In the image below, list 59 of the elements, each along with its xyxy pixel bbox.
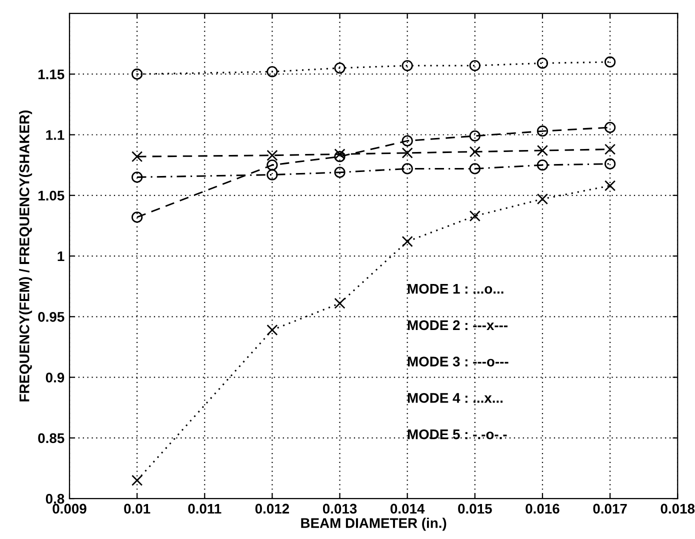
point: [334, 166, 346, 178]
point: [266, 150, 278, 161]
point: [402, 236, 413, 248]
point: [536, 58, 548, 69]
point: [469, 60, 480, 72]
annotation: MODE 3 : ---o---: [408, 356, 508, 366]
x-tick-label: 0.009: [52, 504, 86, 514]
point: [334, 62, 346, 74]
y-tick-label: 0.8: [46, 494, 64, 504]
point: [536, 126, 548, 137]
point: [469, 130, 480, 142]
x-tick-label: 0.017: [593, 504, 627, 514]
point: [132, 151, 143, 162]
point: [266, 169, 278, 180]
annotation: MODE 2 : ---x---: [408, 320, 508, 330]
point: [266, 324, 278, 336]
point: [604, 180, 616, 192]
y-tick-label: 0.85: [38, 433, 64, 444]
annotation: MODE 4 : ...x...: [408, 393, 503, 403]
point: [604, 122, 616, 134]
y-tick-label: 0.95: [38, 312, 64, 322]
point: [132, 68, 143, 80]
point: [266, 66, 278, 78]
point: [266, 160, 278, 171]
y-tick-label: 1.15: [38, 70, 64, 80]
point: [469, 163, 480, 174]
point: [469, 210, 480, 222]
x-tick-label: 0.011: [188, 504, 222, 514]
point: [334, 151, 346, 162]
point: [132, 172, 143, 183]
point: [402, 147, 413, 158]
x-tick-label: 0.01: [124, 504, 150, 514]
y-tick-label: 1: [58, 252, 64, 262]
point: [334, 148, 346, 160]
point: [604, 56, 616, 68]
y-tick-label: 0.9: [46, 372, 64, 382]
y-tick-label: 1.05: [38, 190, 64, 201]
point: [402, 163, 413, 174]
x-tick-label: 0.012: [255, 504, 290, 514]
point: [132, 474, 143, 486]
point: [536, 160, 548, 171]
point: [402, 135, 413, 146]
point: [469, 146, 480, 158]
y-tick-label: 1.1: [46, 130, 64, 140]
x-tick-label: 0.014: [390, 504, 425, 514]
point: [402, 60, 413, 72]
y-axis-title: FREQUENCY(FEM) / FREQUENCY(SHAKER): [19, 110, 32, 402]
point: [604, 144, 616, 155]
annotation: MODE 1 : ...o...: [408, 284, 504, 294]
x-axis-title: BEAM DIAMETER (in.): [301, 518, 446, 531]
x-tick-label: 0.015: [458, 504, 492, 514]
point: [334, 298, 346, 309]
x-tick-label: 0.018: [660, 504, 695, 514]
point: [604, 158, 616, 170]
point: [536, 144, 548, 156]
point: [132, 212, 143, 223]
point: [536, 193, 548, 205]
x-tick-label: 0.013: [322, 504, 357, 514]
x-tick-label: 0.016: [526, 504, 560, 514]
